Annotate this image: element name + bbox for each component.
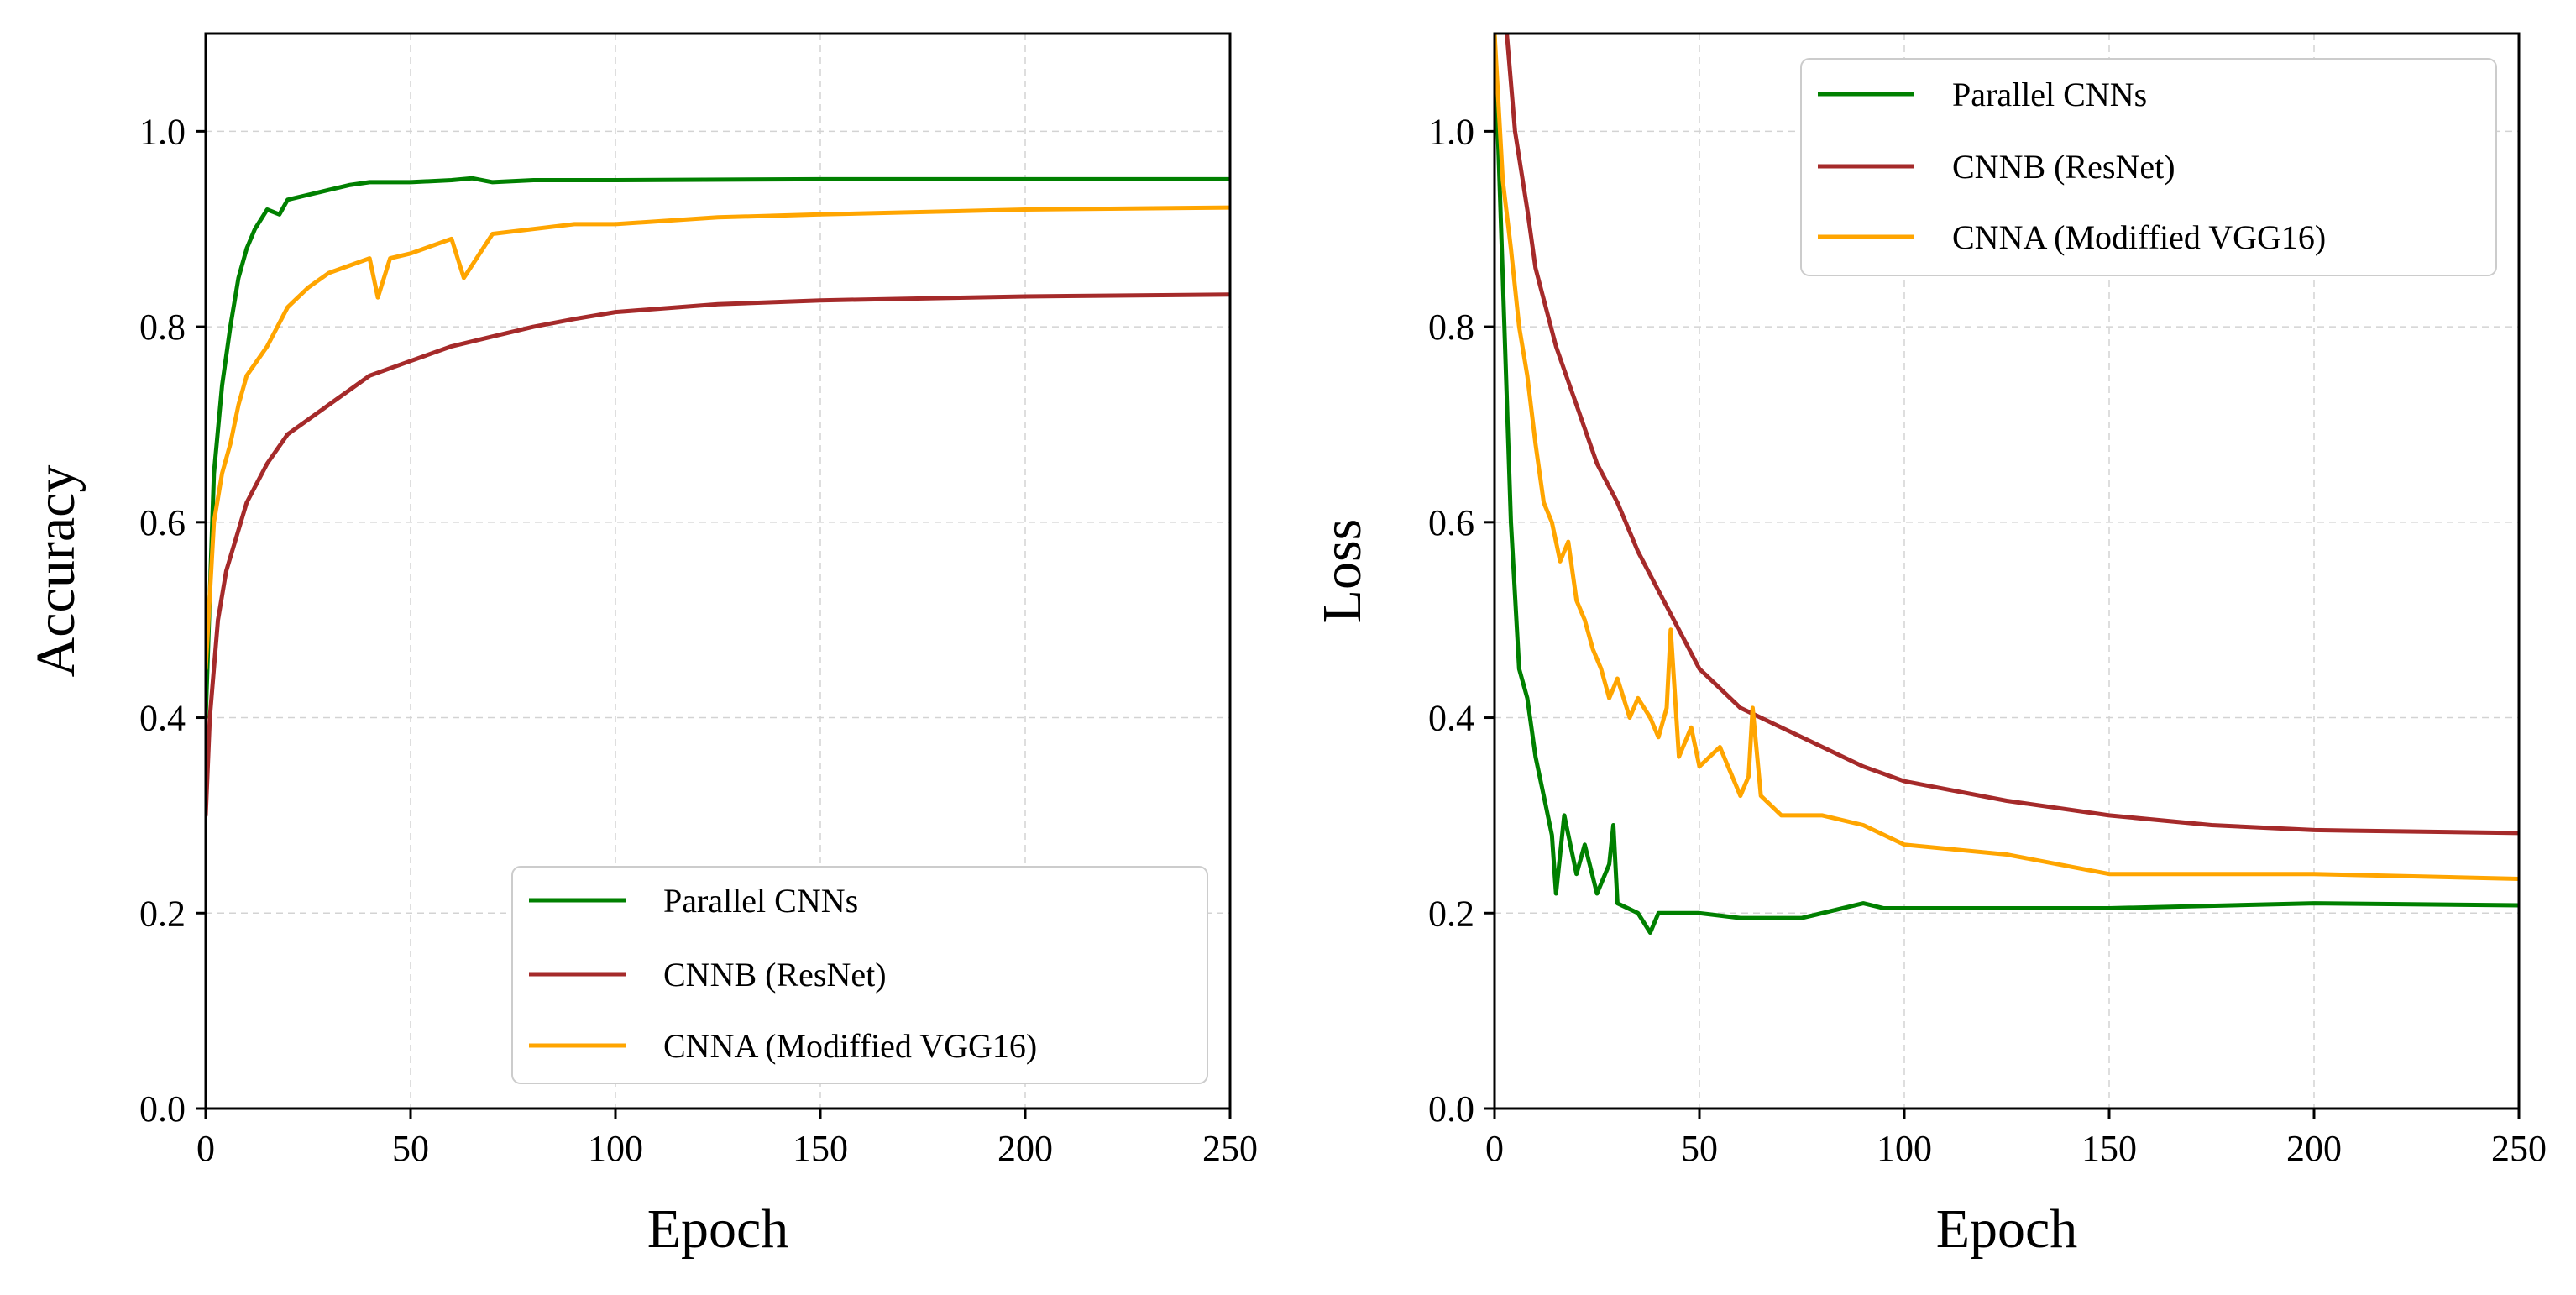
loss-legend: Parallel CNNs CNNB (ResNet) CNNA (Modiff… bbox=[1800, 58, 2497, 276]
loss-legend-box bbox=[1800, 58, 2497, 276]
loss-x-tick-label-0: 0 bbox=[1485, 1128, 1504, 1169]
accuracy-plot-frame bbox=[204, 32, 1232, 1110]
loss-y-tick-label-3: 0.6 bbox=[1428, 502, 1474, 543]
loss-x-tick-label-4: 200 bbox=[2286, 1128, 2342, 1169]
accuracy-y-tick-label-0: 0.0 bbox=[139, 1088, 186, 1130]
accuracy-y-axis-title: Accuracy bbox=[25, 465, 86, 678]
accuracy-x-tick-label-3: 150 bbox=[793, 1128, 848, 1169]
loss-legend-label-parallel: Parallel CNNs bbox=[1952, 76, 2147, 113]
accuracy-y-tick-label-1: 0.2 bbox=[139, 893, 186, 934]
accuracy-line-parallel bbox=[206, 176, 1230, 720]
loss-y-tick-label-4: 0.8 bbox=[1428, 307, 1474, 348]
loss-line-parallel bbox=[1495, 34, 2519, 935]
loss-legend-label-cnna: CNNA (Modiffied VGG16) bbox=[1952, 218, 2326, 256]
loss-y-tick-label-2: 0.4 bbox=[1428, 698, 1474, 739]
loss-x-tick-label-3: 150 bbox=[2081, 1128, 2137, 1169]
accuracy-y-tick-label-2: 0.4 bbox=[139, 698, 186, 739]
loss-y-tick-label-5: 1.0 bbox=[1428, 111, 1474, 152]
loss-x-tick-label-5: 250 bbox=[2491, 1128, 2547, 1169]
loss-y-tick-label-1: 0.2 bbox=[1428, 893, 1474, 934]
accuracy-ticks: 0 50 100 150 200 250 0.0 0.2 0.4 0.6 0.8 1.0 bbox=[139, 111, 1258, 1169]
loss-plot-frame bbox=[1493, 32, 2521, 1110]
loss-y-axis-title: Loss bbox=[1312, 519, 1373, 624]
loss-y-tick-label-0: 0.0 bbox=[1428, 1088, 1474, 1130]
loss-series bbox=[1495, 34, 2519, 935]
accuracy-line-cnnb bbox=[206, 292, 1230, 818]
accuracy-legend: Parallel CNNs CNNB (ResNet) CNNA (Modiff… bbox=[511, 866, 1208, 1084]
accuracy-x-tick-label-1: 50 bbox=[392, 1128, 429, 1169]
accuracy-legend-label-cnnb: CNNB (ResNet) bbox=[663, 956, 887, 994]
accuracy-x-axis-title: Epoch bbox=[647, 1198, 789, 1260]
accuracy-x-tick-label-4: 200 bbox=[997, 1128, 1053, 1169]
loss-legend-label-cnnb: CNNB (ResNet) bbox=[1952, 148, 2175, 186]
accuracy-x-tick-label-5: 250 bbox=[1202, 1128, 1258, 1169]
loss-line-cnnb bbox=[1505, 34, 2519, 836]
loss-ticks: 0 50 100 150 200 250 0.0 0.2 0.4 0.6 0.8 1.0 bbox=[1428, 111, 2547, 1169]
accuracy-line-cnna bbox=[206, 205, 1230, 671]
loss-x-axis-title: Epoch bbox=[1936, 1198, 2078, 1260]
accuracy-x-tick-label-0: 0 bbox=[196, 1128, 215, 1169]
accuracy-y-tick-label-5: 1.0 bbox=[139, 111, 186, 152]
loss-line-cnna bbox=[1495, 34, 2519, 881]
loss-x-tick-label-2: 100 bbox=[1877, 1128, 1932, 1169]
accuracy-legend-label-parallel: Parallel CNNs bbox=[663, 882, 858, 920]
loss-x-tick-label-1: 50 bbox=[1681, 1128, 1718, 1169]
accuracy-legend-box bbox=[511, 866, 1208, 1084]
accuracy-x-tick-label-2: 100 bbox=[588, 1128, 643, 1169]
accuracy-y-tick-label-3: 0.6 bbox=[139, 502, 186, 543]
accuracy-legend-label-cnna: CNNA (Modiffied VGG16) bbox=[663, 1027, 1037, 1065]
accuracy-series bbox=[206, 176, 1230, 818]
accuracy-y-tick-label-4: 0.8 bbox=[139, 307, 186, 348]
